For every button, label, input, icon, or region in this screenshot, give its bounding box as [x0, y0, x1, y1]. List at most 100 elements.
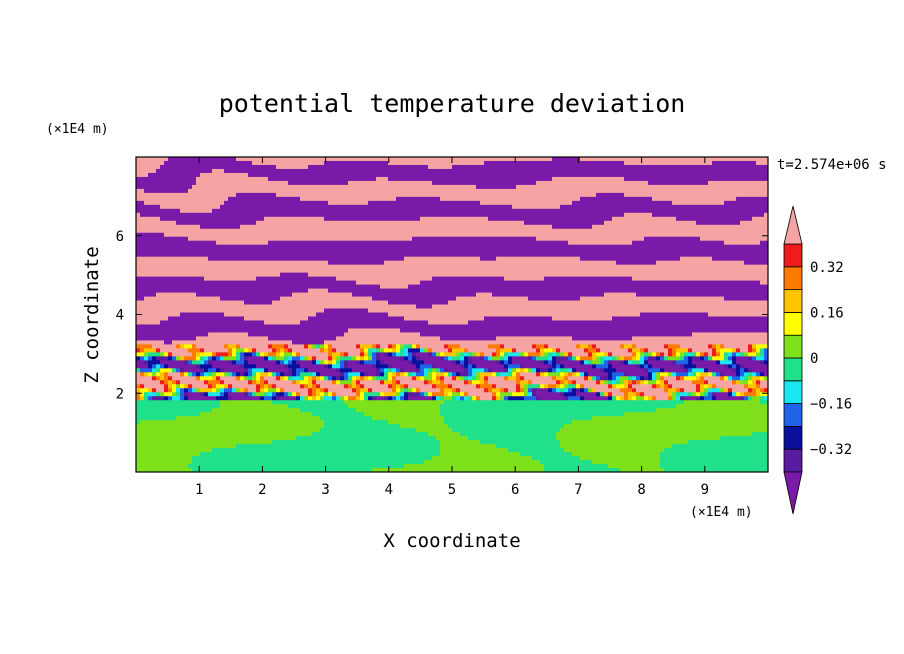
field-cell	[512, 188, 517, 194]
field-cell	[604, 264, 609, 270]
field-cell	[268, 248, 273, 254]
field-cell	[248, 157, 253, 162]
field-cell	[224, 192, 229, 198]
field-cell	[328, 176, 333, 182]
field-cell	[644, 212, 649, 218]
field-cell	[432, 192, 437, 198]
field-cell	[384, 157, 389, 162]
field-cell	[488, 212, 493, 218]
field-cell	[284, 208, 289, 214]
field-cell	[360, 188, 365, 194]
field-cell	[732, 200, 737, 206]
field-cell	[268, 228, 273, 234]
field-cell	[760, 157, 765, 162]
field-cell	[712, 200, 717, 206]
field-cell	[276, 228, 281, 234]
field-cell	[640, 236, 645, 242]
field-cell	[320, 260, 325, 266]
field-cell	[252, 164, 257, 170]
field-cell	[452, 160, 457, 166]
field-cell	[580, 216, 585, 222]
field-cell	[144, 280, 149, 286]
field-cell	[268, 224, 273, 230]
field-cell	[588, 168, 593, 174]
field-cell	[684, 240, 689, 246]
field-cell	[336, 236, 341, 242]
field-cell	[728, 204, 733, 210]
field-cell	[400, 192, 405, 198]
field-cell	[152, 228, 157, 234]
field-cell	[184, 164, 189, 170]
field-cell	[148, 196, 153, 202]
field-cell	[496, 164, 501, 170]
field-cell	[140, 256, 145, 262]
field-cell	[716, 248, 721, 254]
field-cell	[576, 264, 581, 270]
field-cell	[172, 164, 177, 170]
field-cell	[612, 157, 617, 162]
field-cell	[464, 228, 469, 234]
field-cell	[412, 280, 417, 286]
field-cell	[680, 184, 685, 190]
field-cell	[360, 224, 365, 230]
field-cell	[332, 268, 337, 274]
field-cell	[176, 200, 181, 206]
field-cell	[228, 168, 233, 174]
field-cell	[704, 212, 709, 218]
field-cell	[704, 228, 709, 234]
field-cell	[504, 212, 509, 218]
field-cell	[188, 228, 193, 234]
field-cell	[568, 168, 573, 174]
field-cell	[464, 264, 469, 270]
field-cell	[372, 260, 377, 266]
field-cell	[668, 212, 673, 218]
field-cell	[280, 180, 285, 186]
field-cell	[244, 232, 249, 238]
field-cell	[272, 172, 277, 178]
field-cell	[660, 208, 665, 214]
field-cell	[168, 172, 173, 178]
field-cell	[688, 236, 693, 242]
field-cell	[716, 204, 721, 210]
field-cell	[668, 204, 673, 210]
field-cell	[152, 248, 157, 254]
field-cell	[196, 248, 201, 254]
field-cell	[148, 232, 153, 238]
field-cell	[480, 208, 485, 214]
field-cell	[496, 220, 501, 226]
field-cell	[404, 212, 409, 218]
field-cell	[680, 252, 685, 258]
field-cell	[348, 176, 353, 182]
field-cell	[388, 256, 393, 262]
field-cell	[212, 280, 217, 286]
field-cell	[220, 172, 225, 178]
field-cell	[176, 168, 181, 174]
field-cell	[468, 244, 473, 250]
field-cell	[460, 280, 465, 286]
field-cell	[576, 240, 581, 246]
field-cell	[544, 157, 549, 162]
field-cell	[452, 232, 457, 238]
field-cell	[488, 180, 493, 186]
field-cell	[640, 168, 645, 174]
field-cell	[512, 176, 517, 182]
field-cell	[716, 272, 721, 278]
field-cell	[332, 264, 337, 270]
field-cell	[328, 160, 333, 166]
field-cell	[596, 172, 601, 178]
field-cell	[236, 236, 241, 242]
field-cell	[660, 180, 665, 186]
field-cell	[740, 228, 745, 234]
field-cell	[380, 164, 385, 170]
field-cell	[640, 252, 645, 258]
field-cell	[748, 176, 753, 182]
field-cell	[204, 248, 209, 254]
field-cell	[156, 164, 161, 170]
field-cell	[456, 260, 461, 266]
field-cell	[140, 176, 145, 182]
field-cell	[480, 240, 485, 246]
field-cell	[648, 160, 653, 166]
field-cell	[340, 180, 345, 186]
field-cell	[372, 280, 377, 286]
field-cell	[192, 236, 197, 242]
